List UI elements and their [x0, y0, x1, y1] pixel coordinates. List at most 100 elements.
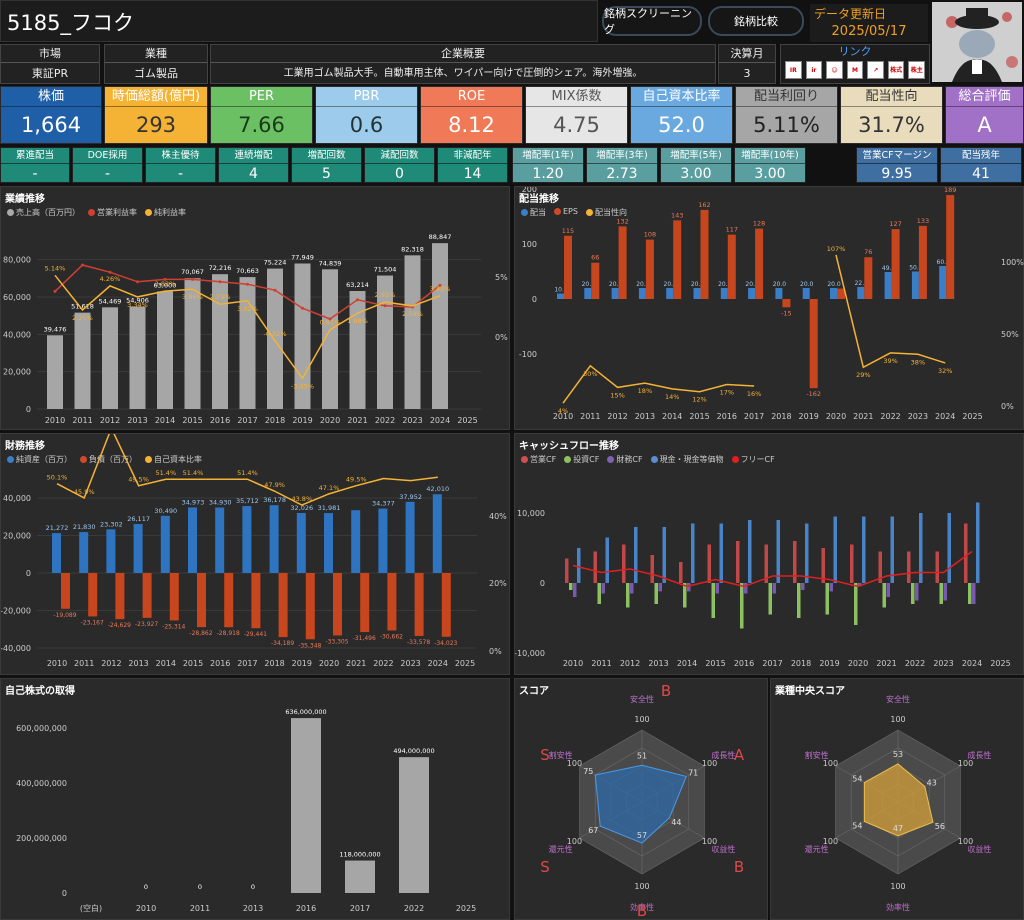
fin-x-tick: 2017 — [237, 659, 257, 668]
link-icon-1[interactable]: ir — [805, 61, 823, 79]
eps-bar — [782, 299, 791, 308]
dividend-label: 20.0 — [609, 281, 623, 288]
liability-bar — [360, 573, 370, 633]
eps-label: -15 — [781, 309, 792, 317]
metric-6: 非減配年 14 — [437, 147, 508, 183]
equity-label: 21,830 — [73, 523, 96, 531]
sales-label: 70,067 — [181, 268, 204, 276]
eps-label: 108 — [644, 231, 656, 239]
cf-bar-1 — [768, 583, 772, 615]
legend-item: 投資CF — [564, 454, 599, 465]
equity-label: 36,178 — [263, 496, 286, 504]
equity-ratio-label: 50.1% — [47, 474, 68, 482]
legend-dot — [521, 209, 528, 216]
fin-y2-tick: 20% — [489, 579, 507, 588]
fin-x-tick: 2012 — [101, 659, 121, 668]
eps-bar — [837, 288, 845, 299]
perf-x-tick: 2019 — [292, 416, 312, 425]
cf-bar-0 — [650, 555, 654, 583]
cf-bar-0 — [907, 551, 911, 583]
grade-letter: S — [540, 858, 550, 876]
cf-x-tick: 2011 — [591, 659, 611, 668]
radar-value: 67 — [588, 826, 598, 835]
link-icon-6[interactable]: 株主 — [908, 61, 926, 79]
fin-x-tick: 2023 — [400, 659, 420, 668]
link-icon-3[interactable]: M — [846, 61, 864, 79]
div-x-tick: 2013 — [635, 412, 655, 421]
link-icon-4[interactable]: ↗ — [867, 61, 884, 79]
net-margin-label: 2.91% — [375, 291, 396, 299]
cf-bar-0 — [764, 544, 768, 583]
cf-x-tick: 2019 — [819, 659, 839, 668]
sales-label: 70,663 — [236, 267, 259, 275]
character-illustration — [932, 2, 1022, 82]
payout-label: 29% — [856, 371, 870, 379]
div-x-tick: 2015 — [689, 412, 709, 421]
radar-axis-label: 成長性 — [711, 750, 735, 760]
cf-bar-3 — [634, 527, 638, 583]
div-y2-tick: 50% — [1001, 330, 1019, 339]
radar-value: 51 — [637, 751, 647, 760]
grade-letter: A — [734, 746, 745, 764]
overview-value: 工業用ゴム製品大手。自動車用主体、ワイパー向けで圧倒的シェア。海外増強。 — [283, 68, 643, 79]
net-margin-label: 3.34% — [127, 301, 148, 309]
buyback-bar — [291, 718, 321, 893]
metric-12: 配当残年 41 — [940, 147, 1022, 183]
div-x-tick: 2014 — [662, 412, 682, 421]
legend-item: 純利益率 — [145, 207, 186, 218]
legend-item: 配当 — [521, 207, 546, 218]
sales-bar — [184, 278, 201, 409]
metric-value: - — [177, 166, 184, 182]
eps-label: 143 — [671, 211, 683, 219]
cf-x-tick: 2016 — [734, 659, 754, 668]
div-panel: 配当推移 配当 EPS 配当性向 -100 0 100 200 0% 50% 100% 10.0 1… — [514, 186, 1024, 430]
legend-dot — [607, 456, 615, 463]
link-icon-2[interactable]: ☺ — [826, 61, 843, 79]
radar-value: 43 — [927, 779, 937, 788]
metric-7: 増配率(1年) 1.20 — [512, 147, 584, 183]
equity-label: 34,930 — [209, 499, 232, 507]
radar-max: 100 — [890, 715, 905, 724]
sales-bar — [102, 307, 118, 409]
payout-label: 4% — [558, 407, 568, 415]
radar-max: 100 — [958, 759, 973, 768]
screening-button[interactable]: 銘柄スクリーニング — [602, 6, 702, 36]
dividend-bar — [557, 293, 564, 299]
metric-label: DOE採用 — [73, 148, 142, 164]
kpi-5: MIX係数 4.75 — [525, 86, 628, 144]
market-value: 東証PR — [31, 67, 69, 80]
fin-y-tick: -20,000 — [1, 607, 31, 616]
payout-label: 38% — [911, 358, 925, 366]
perf-y-tick: 60,000 — [3, 293, 31, 302]
fin-y-tick: -40,000 — [1, 644, 31, 653]
compare-button[interactable]: 銘柄比較 — [708, 6, 804, 36]
kpi-value: A — [977, 113, 992, 137]
dividend-label: 20.0 — [636, 281, 650, 288]
avatar — [932, 2, 1022, 82]
liability-label: -30,662 — [380, 633, 403, 640]
metric-5: 減配回数 0 — [364, 147, 435, 183]
dividend-bar — [748, 288, 756, 299]
radar-max: 100 — [567, 837, 582, 846]
equity-ratio-label: 51.4% — [155, 469, 176, 477]
equity-ratio-label: 49.5% — [128, 476, 149, 484]
radar-value: 57 — [637, 831, 647, 840]
link-icon-5[interactable]: 株式 — [887, 61, 905, 79]
div-x-tick: 2010 — [553, 412, 573, 421]
cf-x-tick: 2023 — [933, 659, 953, 668]
equity-bar — [378, 508, 388, 573]
fin-x-tick: 2014 — [156, 659, 176, 668]
buyback-x-tick: 2016 — [296, 904, 316, 913]
legend-item: 営業利益率 — [88, 207, 137, 218]
equity-ratio-label: 43.8% — [291, 495, 312, 503]
dividend-label: 20.0 — [800, 281, 814, 288]
link-icon-0[interactable]: IR — [785, 61, 802, 79]
eps-label: 115 — [562, 227, 574, 235]
net-margin-label: 3.82% — [155, 280, 176, 288]
sales-bar — [267, 268, 283, 409]
sales-label: 54,906 — [126, 297, 149, 305]
net-margin-label: 0.61% — [320, 319, 341, 327]
div-chart: -100 0 100 200 0% 50% 100% 10.0 115 20.0 66 20.0 132… — [519, 187, 1024, 421]
fin-chart: -40,000 -20,000 0 20,000 40,000 0% 20% 40% 21,27… — [1, 434, 507, 668]
